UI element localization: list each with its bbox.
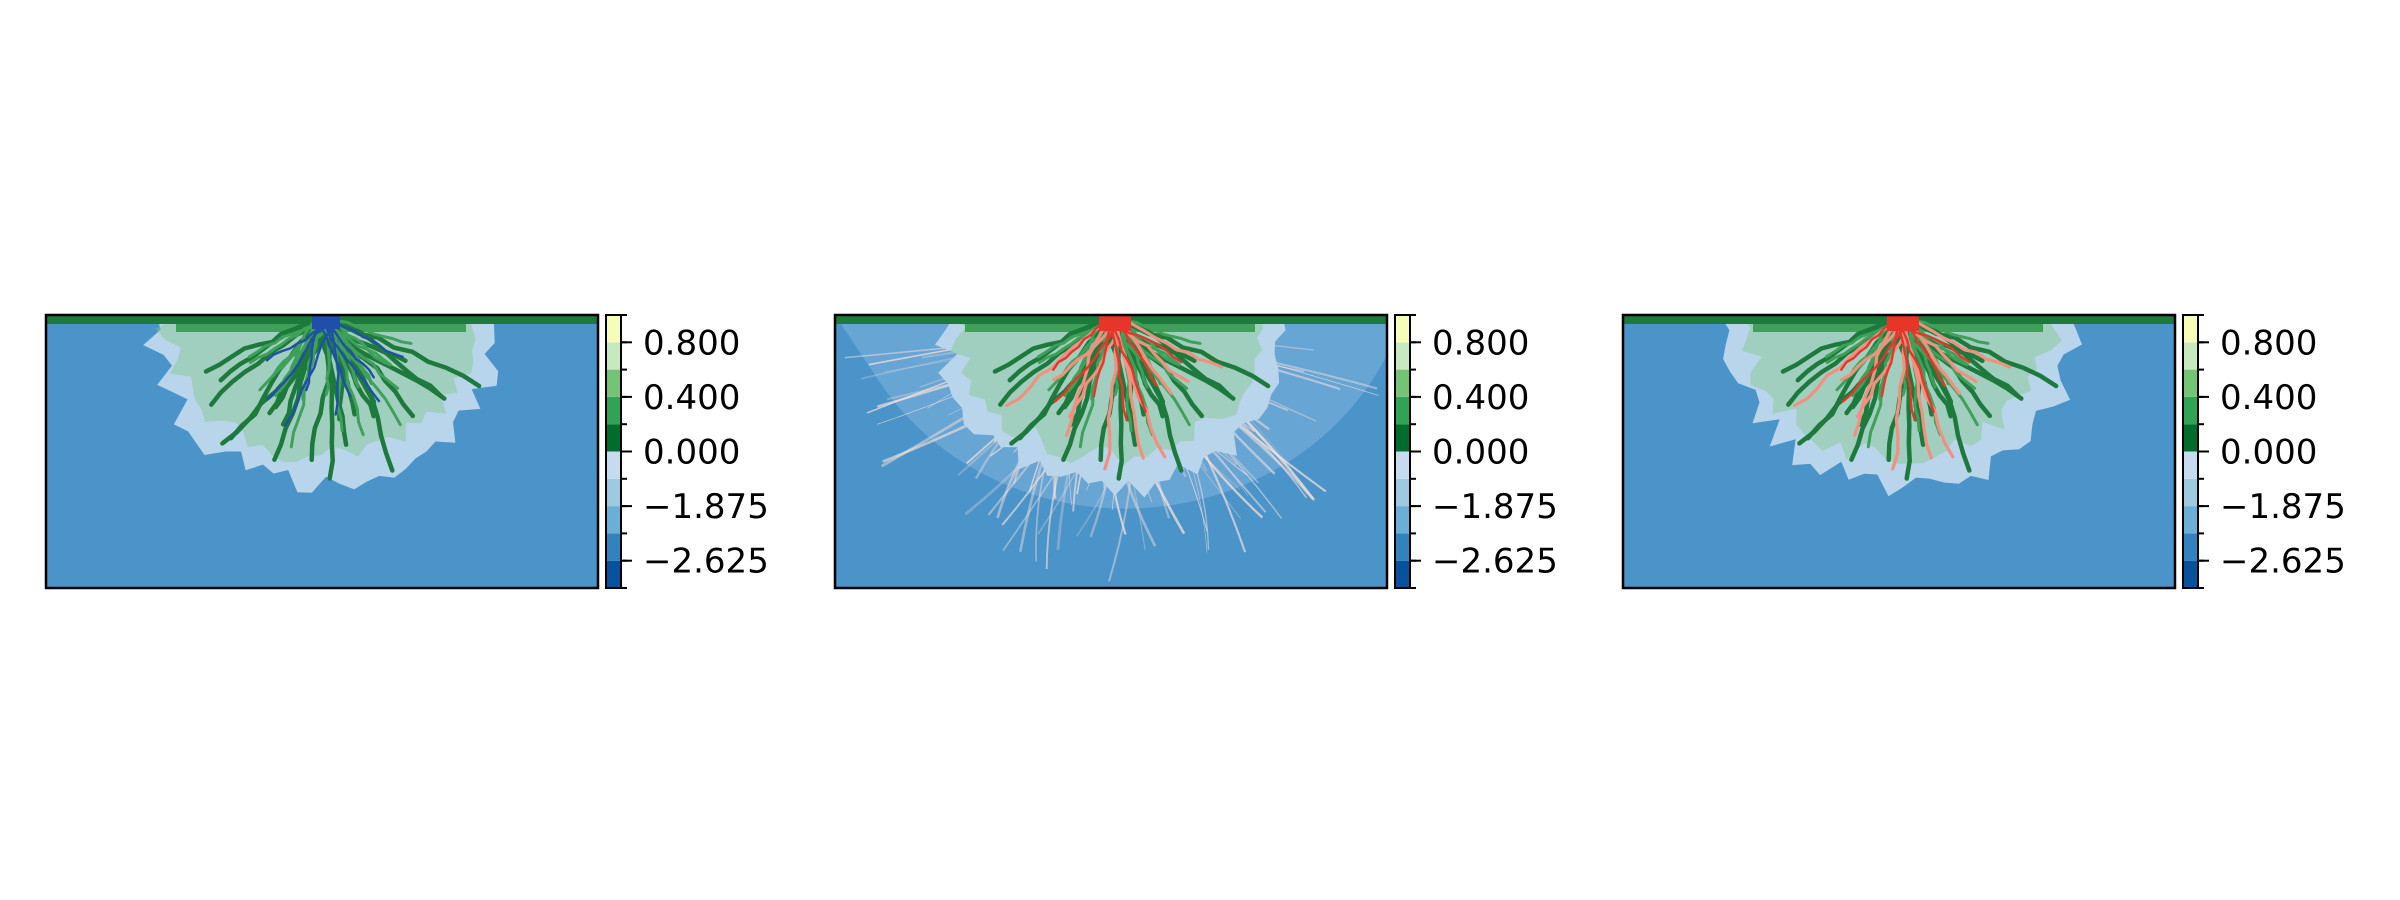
colorbar-band (2183, 478, 2198, 507)
channel-branch (1909, 317, 2012, 369)
levee-branch (1078, 317, 1112, 449)
colorbar-band (606, 396, 621, 425)
panel-right: 0.800 0.400 0.000 −1.875 −2.625 (1621, 313, 2346, 590)
axes-frame-left (44, 313, 600, 590)
channel-branch (1068, 317, 1125, 419)
colorbar-tick-label: 0.000 (643, 433, 740, 473)
colorbar-band (606, 478, 621, 507)
colorbar-middle: 0.800 0.400 0.000 −1.875 −2.625 (1394, 314, 1558, 589)
channel-branch (1118, 317, 1173, 395)
colorbar-tick-label: 0.400 (643, 378, 740, 418)
colorbar-band (1395, 315, 1410, 343)
colorbar-band (1395, 424, 1410, 452)
channel-branch (1053, 317, 1126, 403)
heatmap-left (46, 315, 598, 588)
colorbar-band (606, 369, 621, 397)
colorbar-band (1395, 342, 1410, 370)
panel-left: 0.800 0.400 0.000 −1.875 −2.625 (44, 313, 769, 590)
colorbar-right: 0.800 0.400 0.000 −1.875 −2.625 (2182, 314, 2346, 589)
channel-branch (1880, 317, 1901, 398)
channel-branch (330, 317, 404, 359)
channel-branch (1853, 317, 1897, 437)
channel-branch (1065, 317, 1109, 437)
colorbar-tick-label: −1.875 (1432, 487, 1558, 527)
colorbar-band (2183, 533, 2198, 561)
colorbar-band (1395, 560, 1410, 588)
levee-branch (329, 317, 365, 437)
channel-mouth (1887, 315, 1919, 331)
colorbar-tick-label: 0.000 (2220, 433, 2317, 473)
levee-branch (209, 316, 326, 407)
colorbar-band (2183, 424, 2198, 452)
panel-middle: 0.800 0.400 0.000 −1.875 −2.625 (833, 313, 1558, 590)
colorbar-tick-label: −2.625 (643, 542, 769, 582)
colorbar-band (606, 506, 621, 534)
colorbar-band (606, 315, 621, 343)
colorbar-band (2183, 342, 2198, 370)
colorbar-band (2183, 560, 2198, 588)
colorbar-tick-label: 0.400 (1432, 378, 1529, 418)
colorbar-tick-label: 0.800 (2220, 323, 2317, 363)
channel-branch (1109, 317, 1128, 422)
colorbar-tick-label: −1.875 (2220, 487, 2346, 527)
colorbar-tick-label: 0.000 (1432, 433, 1529, 473)
colorbar-tick-label: −2.625 (1432, 542, 1558, 582)
heatmap-right (1623, 315, 2175, 588)
channel-branch (1897, 317, 1916, 422)
axes-frame-middle (833, 313, 1389, 590)
colorbar-band (1395, 369, 1410, 397)
channel-branch (1899, 317, 1935, 413)
colorbar-band (2183, 506, 2198, 534)
channel-branch (1856, 317, 1913, 419)
channel-branch (1121, 317, 1224, 369)
channel-branch (266, 317, 334, 401)
colorbar-band (1395, 451, 1410, 479)
channel-branch (1111, 317, 1147, 413)
levee-branch (1866, 317, 1900, 449)
colorbar-band (2183, 369, 2198, 397)
colorbar-band (606, 533, 621, 561)
colorbar-band (606, 424, 621, 452)
channel-branch (319, 317, 352, 397)
colorbar-tick-label: 0.800 (643, 323, 740, 363)
colorbar-band (1395, 506, 1410, 534)
colorbar-band (1395, 533, 1410, 561)
channel-mouth (1099, 315, 1131, 331)
levee-branch (309, 316, 333, 463)
levee-branch (326, 317, 413, 345)
heatmap-middle (835, 315, 1387, 588)
axes-frame-right (1621, 313, 2177, 590)
channel-branch (1841, 317, 1914, 403)
colorbar-band (606, 342, 621, 370)
colorbar-band (1395, 478, 1410, 507)
colorbar-band (606, 451, 621, 479)
colorbar-band (2183, 315, 2198, 343)
colorbar-band (2183, 451, 2198, 479)
channel-branch (330, 317, 340, 416)
colorbar-band (606, 560, 621, 588)
channel-mouth (312, 315, 340, 329)
colorbar-left: 0.800 0.400 0.000 −1.875 −2.625 (605, 314, 769, 589)
colorbar-tick-label: 0.800 (1432, 323, 1529, 363)
colorbar-band (1395, 396, 1410, 425)
colorbar-band (2183, 396, 2198, 425)
channel-branch (283, 317, 336, 427)
colorbar-tick-label: 0.400 (2220, 378, 2317, 418)
channel-branch (1092, 317, 1113, 398)
colorbar-tick-label: −2.625 (2220, 542, 2346, 582)
channel-branch (1906, 317, 1961, 395)
levee-branch (321, 316, 335, 481)
colorbar-tick-label: −1.875 (643, 487, 769, 527)
